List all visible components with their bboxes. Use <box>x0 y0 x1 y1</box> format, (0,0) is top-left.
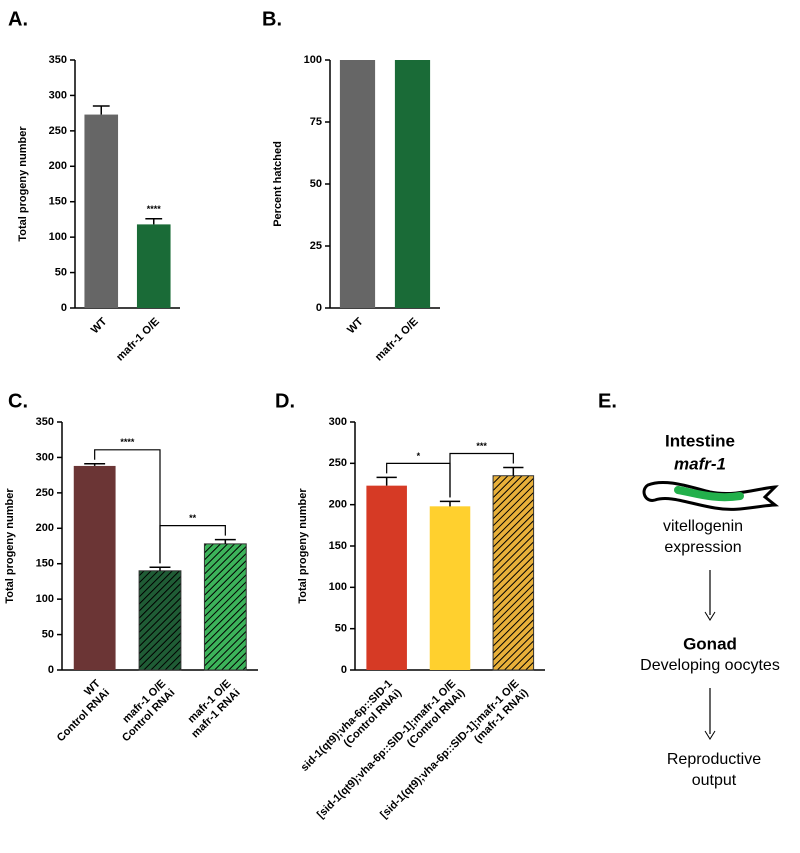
y-tick-label: 300 <box>49 89 67 101</box>
diagram-e: E. Intestine mafr-1 vitellogenin express… <box>598 390 780 789</box>
x-tick-label-group: WT <box>89 315 110 336</box>
y-tick-label: 300 <box>36 451 54 463</box>
bar <box>339 60 376 308</box>
x-tick-label: WT <box>89 315 110 336</box>
y-axis-label: Total progeny number <box>297 488 309 604</box>
y-tick-label: 50 <box>335 623 347 635</box>
panel-label: E. <box>598 390 617 412</box>
error-bar <box>503 466 524 476</box>
y-tick-label: 200 <box>36 522 54 534</box>
x-tick-label: WT <box>345 315 366 336</box>
panel-label: D. <box>275 390 295 412</box>
x-tick-label: Control RNAi <box>55 687 112 744</box>
y-tick-label: 150 <box>36 558 54 570</box>
bar <box>136 224 171 308</box>
significance: ** <box>189 513 197 523</box>
y-tick-label: 100 <box>329 581 347 593</box>
significance: *** <box>476 441 487 451</box>
error-bar <box>439 500 461 507</box>
significance: **** <box>120 437 135 447</box>
node-label: vitellogenin <box>663 518 743 535</box>
bar <box>203 543 247 671</box>
bracket <box>159 525 226 564</box>
bar <box>492 475 535 671</box>
y-tick-label: 0 <box>341 664 347 676</box>
intestine <box>674 486 744 502</box>
x-tick-label: mafr-1 O/E <box>114 316 162 364</box>
bar <box>366 485 407 670</box>
arrowhead <box>704 730 716 740</box>
y-tick-label: 25 <box>310 240 322 252</box>
bracket <box>449 452 514 498</box>
node-label: Gonad <box>683 634 737 653</box>
bar <box>429 506 471 670</box>
node-label: Intestine <box>665 431 735 450</box>
error-bar <box>145 217 163 225</box>
node-label: output <box>692 772 737 789</box>
y-axis-label: Percent hatched <box>272 141 284 227</box>
bracket <box>94 449 161 564</box>
node-label: mafr-1 <box>674 454 726 473</box>
error-bar <box>376 476 397 486</box>
y-tick-label: 300 <box>329 416 347 428</box>
y-tick-label: 0 <box>61 302 67 314</box>
y-tick-label: 350 <box>36 416 54 428</box>
y-tick-label: 150 <box>329 540 347 552</box>
y-tick-label: 200 <box>329 499 347 511</box>
y-axis-label: Total progeny number <box>17 126 29 242</box>
y-tick-label: 50 <box>310 178 322 190</box>
x-tick-label-group: mafr-1 O/E <box>373 316 421 364</box>
significance: **** <box>147 204 162 214</box>
panel-label: B. <box>262 8 282 30</box>
y-tick-label: 250 <box>329 457 347 469</box>
y-tick-label: 50 <box>55 266 67 278</box>
arrowhead <box>704 611 716 621</box>
node-label: expression <box>664 539 741 556</box>
panel-label: A. <box>8 8 28 30</box>
x-tick-label-group: WT <box>345 315 366 336</box>
y-axis-label: Total progeny number <box>4 488 16 604</box>
y-tick-label: 100 <box>49 231 67 243</box>
x-tick-label-group: sid-1(qt9);vha-6p::SID-1(Control RNAi) <box>299 678 405 774</box>
y-tick-label: 100 <box>36 593 54 605</box>
significance: * <box>417 451 421 461</box>
error-bar <box>84 463 106 466</box>
error-bar <box>149 566 171 571</box>
bar <box>138 570 182 671</box>
error-bar <box>92 105 110 115</box>
bar <box>394 60 431 308</box>
x-tick-label-group: mafr-1 O/E <box>114 316 162 364</box>
x-tick-label: mafr-1 O/E <box>373 316 421 364</box>
bar <box>73 465 116 670</box>
y-tick-label: 75 <box>310 116 322 128</box>
y-tick-label: 200 <box>49 160 67 172</box>
node-label: Developing oocytes <box>640 657 780 674</box>
bar <box>84 114 119 308</box>
y-tick-label: 350 <box>49 54 67 66</box>
y-tick-label: 0 <box>316 302 322 314</box>
node-label: Reproductive <box>667 751 761 768</box>
y-tick-label: 0 <box>48 664 54 676</box>
y-tick-label: 250 <box>49 125 67 137</box>
y-tick-label: 250 <box>36 487 54 499</box>
y-tick-label: 100 <box>304 54 322 66</box>
error-bar <box>214 538 236 544</box>
y-tick-label: 150 <box>49 196 67 208</box>
panel-label: C. <box>8 390 28 412</box>
y-tick-label: 50 <box>42 628 54 640</box>
